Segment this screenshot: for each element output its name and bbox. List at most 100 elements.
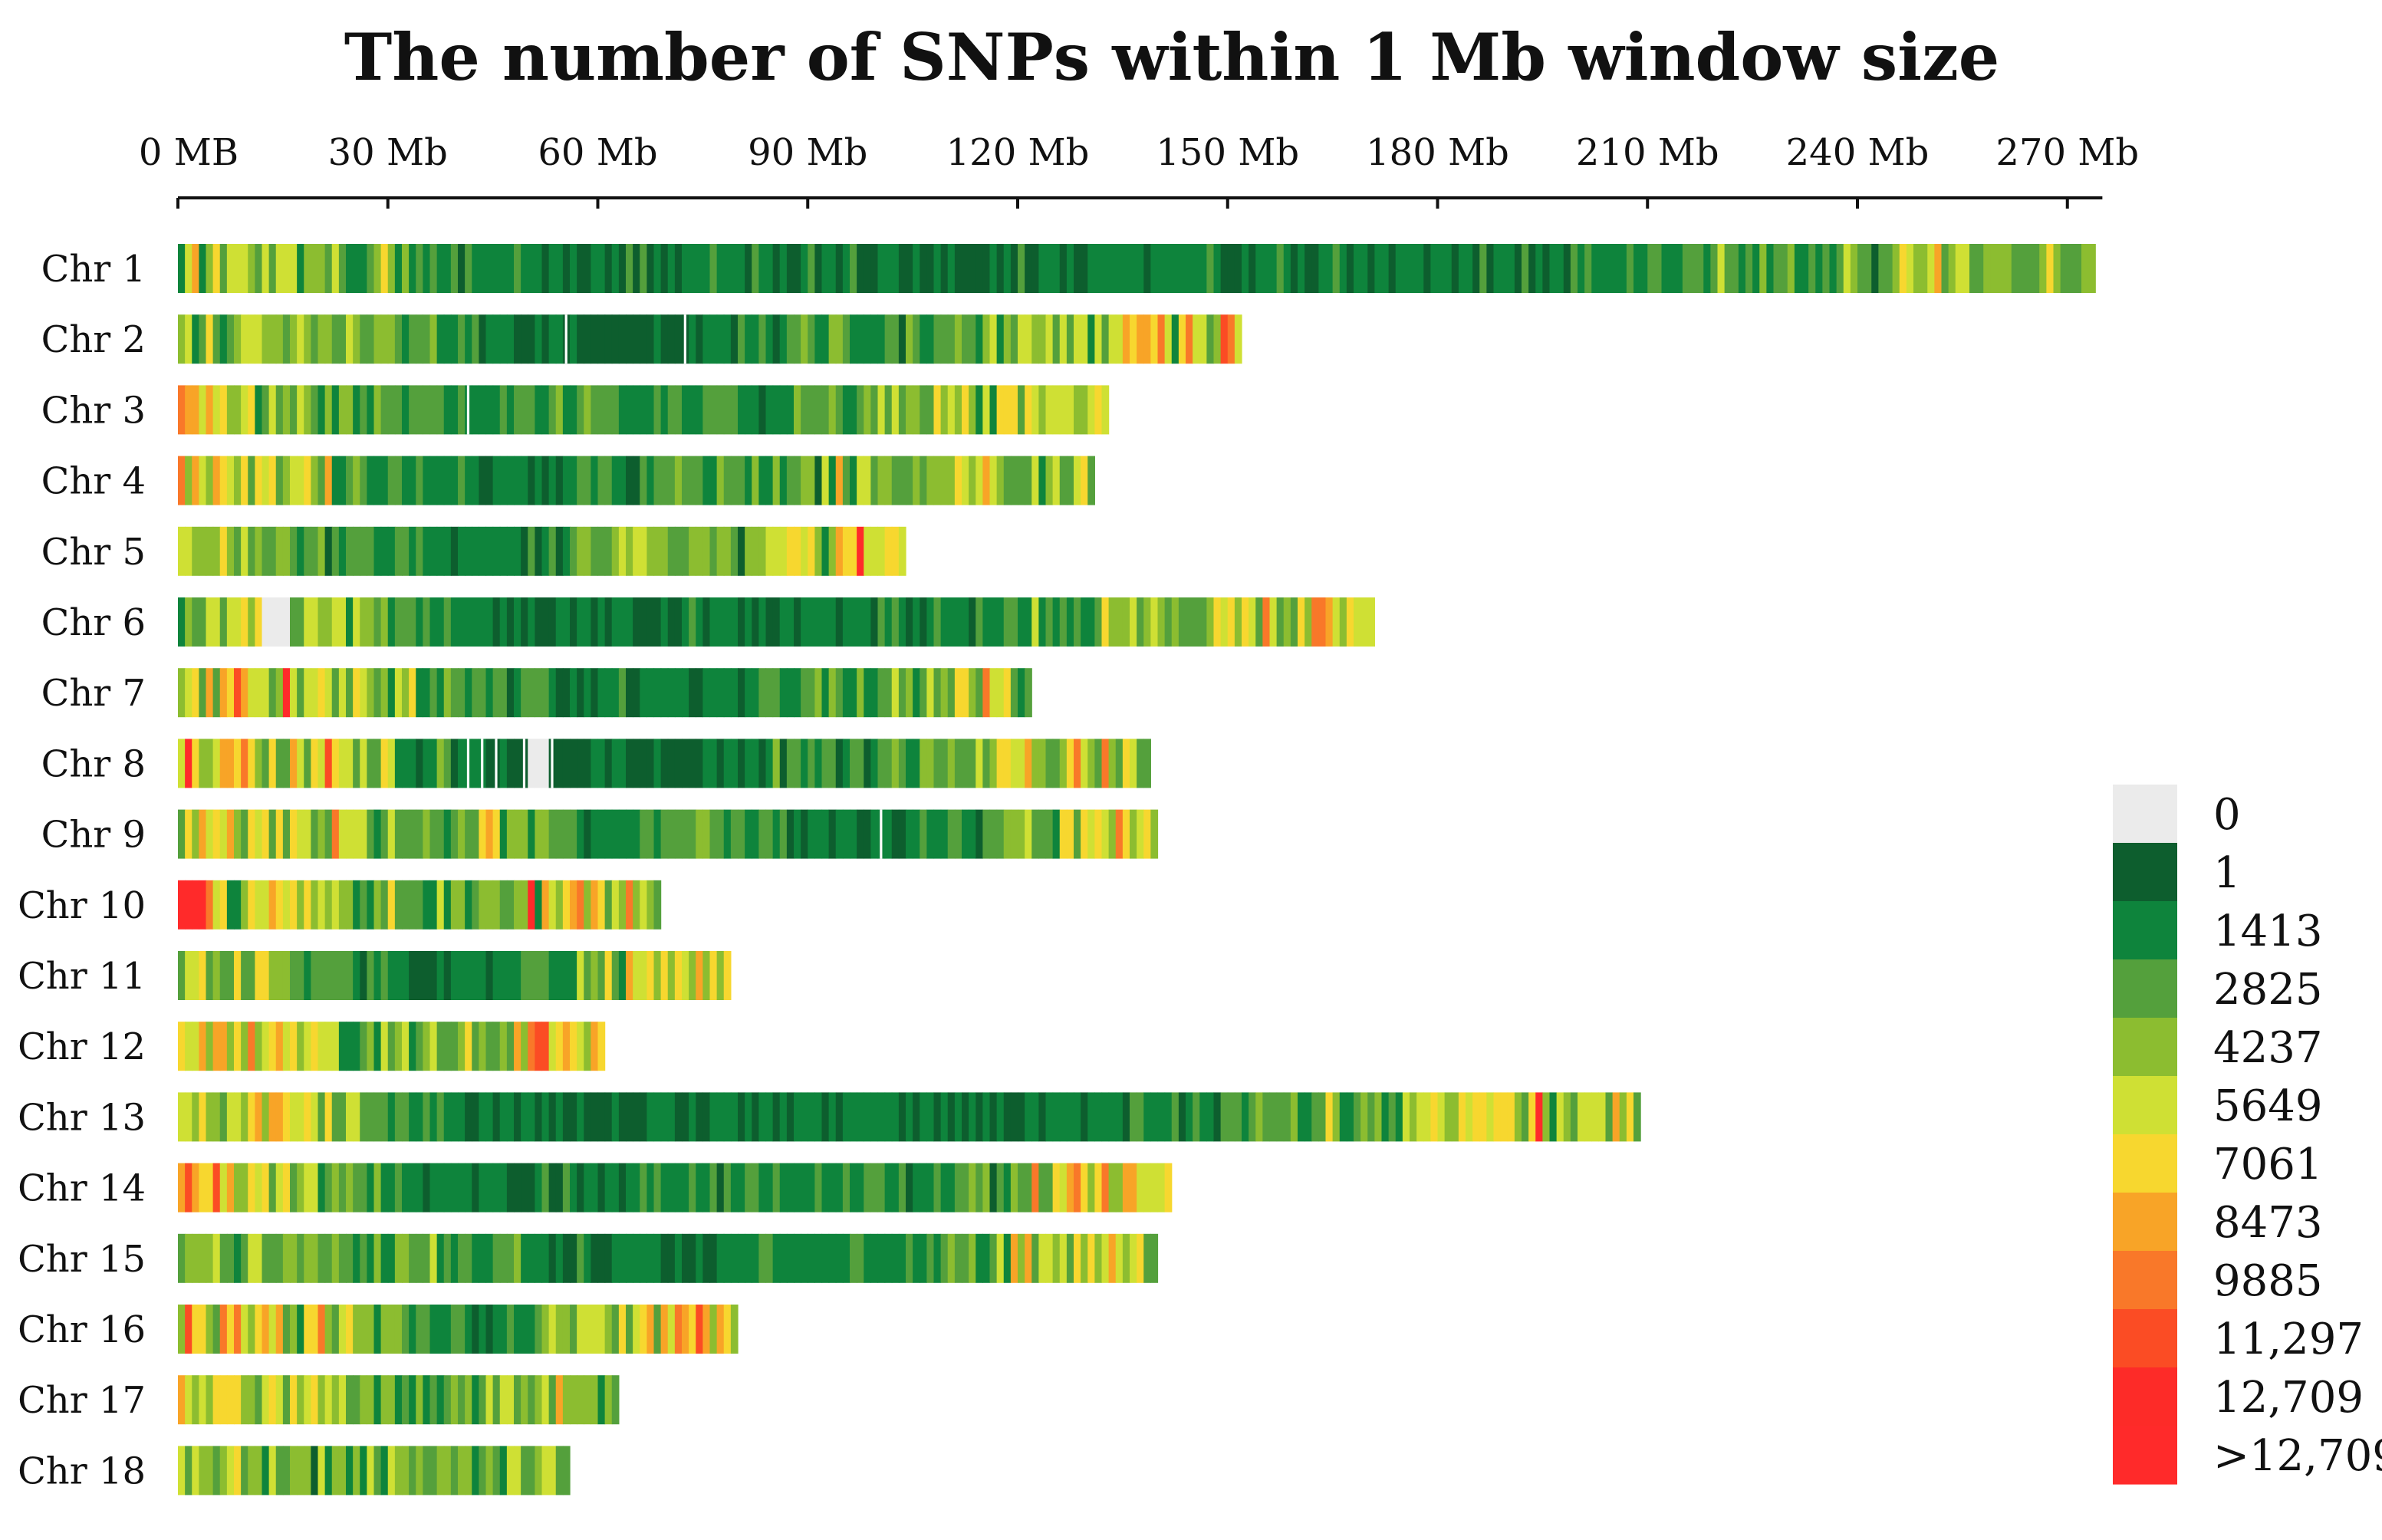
snp-bin bbox=[716, 739, 725, 788]
snp-bin bbox=[842, 1163, 850, 1213]
snp-bin bbox=[940, 244, 949, 293]
snp-bin bbox=[331, 314, 340, 364]
snp-bin bbox=[877, 668, 886, 718]
snp-bin bbox=[192, 1446, 199, 1496]
snp-bin bbox=[1227, 244, 1235, 293]
snp-bin bbox=[801, 385, 808, 435]
snp-bin bbox=[255, 1233, 263, 1283]
snp-bin bbox=[920, 314, 927, 364]
snp-bin bbox=[906, 668, 913, 718]
chromosome-label: Chr 11 bbox=[18, 955, 146, 998]
snp-bin bbox=[212, 880, 221, 930]
snp-bin bbox=[989, 1233, 998, 1283]
snp-bin bbox=[1605, 1092, 1614, 1142]
snp-bin bbox=[255, 668, 263, 718]
snp-bin bbox=[409, 314, 416, 364]
snp-bin bbox=[416, 385, 423, 435]
snp-bin bbox=[373, 456, 382, 505]
snp-bin bbox=[492, 1022, 501, 1071]
snp-bin bbox=[297, 809, 304, 859]
snp-bin bbox=[1430, 244, 1439, 293]
snp-bin bbox=[758, 1092, 767, 1142]
snp-bin bbox=[472, 526, 479, 576]
legend-swatch bbox=[2113, 1426, 2177, 1485]
snp-bin bbox=[485, 951, 494, 1000]
snp-bin bbox=[584, 1305, 591, 1354]
snp-bin bbox=[1794, 244, 1802, 293]
snp-bin bbox=[248, 1022, 255, 1071]
snp-bin bbox=[954, 668, 962, 718]
snp-bin bbox=[555, 314, 564, 364]
snp-bin bbox=[660, 739, 669, 788]
snp-bin bbox=[1486, 244, 1495, 293]
snp-bin bbox=[1997, 244, 2005, 293]
snp-bin bbox=[1003, 1092, 1012, 1142]
snp-bin bbox=[864, 809, 871, 859]
snp-bin bbox=[1025, 739, 1032, 788]
snp-bin bbox=[702, 668, 711, 718]
snp-bin bbox=[857, 809, 864, 859]
snp-bin bbox=[387, 1375, 396, 1425]
snp-bin bbox=[409, 1022, 416, 1071]
snp-bin bbox=[626, 809, 633, 859]
snp-bin bbox=[290, 1446, 298, 1496]
snp-bin bbox=[346, 739, 354, 788]
snp-bin bbox=[716, 1233, 725, 1283]
snp-bin bbox=[1773, 244, 1782, 293]
snp-bin bbox=[409, 880, 416, 930]
snp-bin bbox=[248, 314, 255, 364]
snp-bin bbox=[248, 526, 255, 576]
snp-bin bbox=[577, 1375, 584, 1425]
snp-bin bbox=[611, 880, 620, 930]
snp-bin bbox=[290, 314, 298, 364]
snp-bin bbox=[373, 526, 382, 576]
snp-bin bbox=[1829, 244, 1837, 293]
snp-bin bbox=[367, 809, 375, 859]
snp-bin bbox=[604, 880, 613, 930]
snp-bin bbox=[1157, 244, 1166, 293]
snp-bin bbox=[801, 1092, 808, 1142]
snp-bin bbox=[1122, 739, 1130, 788]
snp-bin bbox=[646, 1092, 655, 1142]
snp-bin bbox=[1332, 1092, 1341, 1142]
snp-bin bbox=[857, 1233, 864, 1283]
snp-bin bbox=[591, 385, 599, 435]
snp-bin bbox=[297, 739, 304, 788]
snp-bin bbox=[248, 385, 255, 435]
snp-bin bbox=[275, 1092, 284, 1142]
snp-bin bbox=[716, 597, 725, 647]
snp-bin bbox=[458, 1375, 466, 1425]
snp-bin bbox=[514, 1233, 521, 1283]
snp-bin bbox=[485, 1375, 494, 1425]
snp-bin bbox=[1850, 244, 1858, 293]
snp-bin bbox=[976, 314, 983, 364]
snp-bin bbox=[584, 1163, 591, 1213]
snp-bin bbox=[828, 1233, 837, 1283]
snp-bin bbox=[646, 244, 655, 293]
snp-bin bbox=[877, 1163, 886, 1213]
snp-bin bbox=[808, 1233, 815, 1283]
snp-bin bbox=[640, 1092, 647, 1142]
snp-bin bbox=[450, 1446, 459, 1496]
snp-bin bbox=[842, 809, 850, 859]
snp-bin bbox=[1038, 456, 1047, 505]
snp-bin bbox=[255, 597, 263, 647]
snp-bin bbox=[1542, 244, 1551, 293]
snp-bin bbox=[521, 244, 528, 293]
legend-swatch bbox=[2113, 901, 2177, 960]
snp-bin bbox=[633, 526, 640, 576]
snp-bin bbox=[402, 668, 410, 718]
snp-bin bbox=[898, 1092, 906, 1142]
snp-bin bbox=[528, 1092, 535, 1142]
snp-bin bbox=[1305, 597, 1312, 647]
snp-bin bbox=[716, 385, 725, 435]
snp-bin bbox=[324, 1446, 333, 1496]
snp-bin bbox=[674, 456, 683, 505]
snp-bin bbox=[640, 1163, 647, 1213]
snp-bin bbox=[562, 880, 571, 930]
snp-bin bbox=[304, 1022, 311, 1071]
snp-bin bbox=[597, 1092, 606, 1142]
snp-bin bbox=[1500, 1092, 1508, 1142]
snp-bin bbox=[1206, 597, 1215, 647]
snp-bin bbox=[730, 244, 739, 293]
